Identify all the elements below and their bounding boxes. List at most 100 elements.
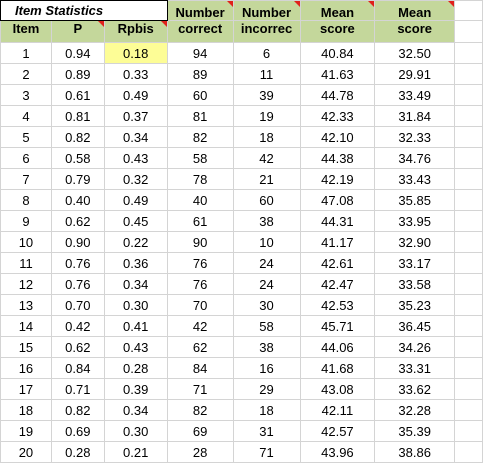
header-cell-number-incorrect[interactable]: incorrec	[232, 20, 301, 43]
table-cell[interactable]: 15	[0, 336, 52, 358]
table-cell[interactable]: 32.90	[374, 231, 456, 253]
table-cell[interactable]: 0.61	[50, 84, 105, 106]
table-cell[interactable]: 0.76	[50, 252, 105, 274]
empty-cell[interactable]	[454, 231, 483, 253]
table-cell[interactable]: 42.57	[299, 420, 376, 442]
empty-cell[interactable]	[454, 42, 483, 64]
table-cell[interactable]: 10	[0, 231, 52, 253]
empty-cell[interactable]	[454, 105, 483, 127]
table-cell[interactable]: 0.21	[103, 441, 168, 463]
table-cell[interactable]: 31.84	[374, 105, 456, 127]
table-cell[interactable]: 17	[0, 378, 52, 400]
table-cell[interactable]: 44.06	[299, 336, 376, 358]
table-cell[interactable]: 19	[232, 105, 301, 127]
table-cell[interactable]: 41.17	[299, 231, 376, 253]
empty-cell[interactable]	[454, 294, 483, 316]
table-cell[interactable]: 6	[0, 147, 52, 169]
table-cell[interactable]: 42.11	[299, 399, 376, 421]
table-cell[interactable]: 29.91	[374, 63, 456, 85]
table-cell[interactable]: 0.28	[50, 441, 105, 463]
table-cell[interactable]: 35.39	[374, 420, 456, 442]
table-cell[interactable]: 38	[232, 336, 301, 358]
table-cell[interactable]: 32.50	[374, 42, 456, 64]
table-cell[interactable]: 34.76	[374, 147, 456, 169]
table-cell[interactable]: 47.08	[299, 189, 376, 211]
table-cell[interactable]: 70	[166, 294, 234, 316]
table-cell[interactable]: 0.90	[50, 231, 105, 253]
table-cell[interactable]: 7	[0, 168, 52, 190]
table-cell[interactable]: 78	[166, 168, 234, 190]
table-cell[interactable]: 14	[0, 315, 52, 337]
table-cell[interactable]: 0.40	[50, 189, 105, 211]
table-cell[interactable]: 89	[166, 63, 234, 85]
table-cell[interactable]: 42.19	[299, 168, 376, 190]
header-cell-mean-score-a-top[interactable]: Mean	[299, 0, 376, 21]
table-cell[interactable]: 33.31	[374, 357, 456, 379]
empty-cell[interactable]	[454, 315, 483, 337]
table-cell[interactable]: 36.45	[374, 315, 456, 337]
table-cell[interactable]: 32.28	[374, 399, 456, 421]
table-cell[interactable]: 44.78	[299, 84, 376, 106]
table-cell[interactable]: 16	[0, 357, 52, 379]
table-cell[interactable]: 58	[232, 315, 301, 337]
table-cell[interactable]: 0.34	[103, 399, 168, 421]
empty-cell[interactable]	[454, 252, 483, 274]
table-cell[interactable]: 12	[0, 273, 52, 295]
table-cell[interactable]: 42.53	[299, 294, 376, 316]
table-cell[interactable]: 45.71	[299, 315, 376, 337]
table-cell[interactable]: 0.79	[50, 168, 105, 190]
table-cell[interactable]: 33.43	[374, 168, 456, 190]
table-cell[interactable]: 60	[166, 84, 234, 106]
table-cell[interactable]: 0.36	[103, 252, 168, 274]
table-cell[interactable]: 71	[166, 378, 234, 400]
table-cell[interactable]: 33.17	[374, 252, 456, 274]
table-cell[interactable]: 0.32	[103, 168, 168, 190]
empty-cell[interactable]	[454, 168, 483, 190]
empty-cell[interactable]	[454, 147, 483, 169]
table-cell[interactable]: 0.42	[50, 315, 105, 337]
table-cell[interactable]: 18	[0, 399, 52, 421]
table-cell[interactable]: 42	[232, 147, 301, 169]
table-cell[interactable]: 5	[0, 126, 52, 148]
table-cell[interactable]: 9	[0, 210, 52, 232]
table-cell[interactable]: 61	[166, 210, 234, 232]
table-cell[interactable]: 42.61	[299, 252, 376, 274]
table-cell[interactable]: 35.23	[374, 294, 456, 316]
table-cell[interactable]: 40	[166, 189, 234, 211]
table-cell[interactable]: 11	[0, 252, 52, 274]
table-cell[interactable]: 3	[0, 84, 52, 106]
table-cell[interactable]: 82	[166, 399, 234, 421]
table-cell[interactable]: 44.31	[299, 210, 376, 232]
table-cell[interactable]: 33.58	[374, 273, 456, 295]
table-cell[interactable]: 71	[232, 441, 301, 463]
table-cell[interactable]: 24	[232, 273, 301, 295]
empty-cell[interactable]	[454, 336, 483, 358]
table-cell[interactable]: 0.69	[50, 420, 105, 442]
table-cell[interactable]: 34.26	[374, 336, 456, 358]
table-cell[interactable]: 30	[232, 294, 301, 316]
table-cell[interactable]: 76	[166, 273, 234, 295]
table-cell[interactable]: 18	[232, 399, 301, 421]
header-cell-item[interactable]: Item	[0, 20, 52, 43]
empty-cell[interactable]	[454, 210, 483, 232]
empty-cell[interactable]	[454, 441, 483, 463]
header-cell-mean-score-a[interactable]: score	[299, 20, 376, 43]
table-cell[interactable]: 38.86	[374, 441, 456, 463]
table-cell[interactable]: 4	[0, 105, 52, 127]
table-cell[interactable]: 18	[232, 126, 301, 148]
table-cell[interactable]: 2	[0, 63, 52, 85]
table-cell[interactable]: 0.37	[103, 105, 168, 127]
empty-cell[interactable]	[454, 126, 483, 148]
table-cell[interactable]: 0.82	[50, 399, 105, 421]
empty-cell[interactable]	[454, 420, 483, 442]
table-cell[interactable]: 43.96	[299, 441, 376, 463]
table-cell[interactable]: 0.49	[103, 189, 168, 211]
empty-cell[interactable]	[454, 378, 483, 400]
table-cell[interactable]: 0.18	[103, 42, 168, 64]
table-cell[interactable]: 0.62	[50, 336, 105, 358]
table-cell[interactable]: 81	[166, 105, 234, 127]
table-cell[interactable]: 0.34	[103, 273, 168, 295]
table-cell[interactable]: 39	[232, 84, 301, 106]
empty-cell[interactable]	[454, 273, 483, 295]
header-cell-number-correct-top[interactable]: Number	[166, 0, 234, 21]
